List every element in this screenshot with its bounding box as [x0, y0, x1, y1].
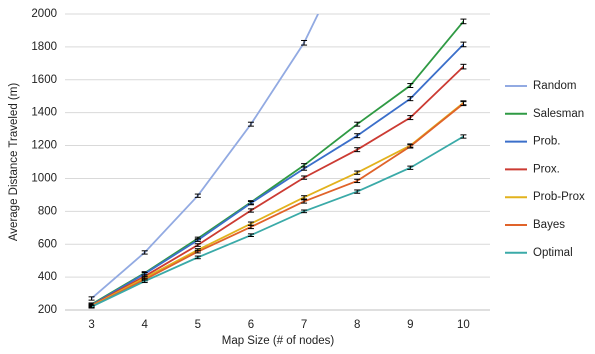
error-bar [354, 133, 361, 139]
error-bar [247, 200, 254, 206]
error-bar [460, 134, 467, 139]
error-bar [407, 115, 414, 121]
error-bar [141, 250, 148, 255]
y-axis-label: Average Distance Traveled (m) [8, 83, 20, 241]
line [91, 135, 464, 308]
error-bar [194, 238, 201, 242]
error-bar [460, 41, 467, 48]
x-tick-label: 3 [88, 319, 94, 331]
legend-label: Optimal [533, 247, 573, 259]
x-tick-label: 4 [141, 319, 148, 331]
error-bar [301, 175, 308, 180]
error-bar [407, 165, 414, 170]
x-tick-label: 6 [248, 319, 254, 331]
error-bar [354, 178, 361, 184]
error-bar [301, 39, 308, 46]
error-bar [301, 209, 308, 214]
line [91, 65, 465, 307]
legend-label: Prob. [533, 136, 561, 148]
x-tick-label: 7 [301, 319, 307, 331]
legend-label: Random [533, 80, 576, 92]
error-bar [407, 96, 414, 102]
error-bar [354, 189, 361, 194]
x-tick-label: 10 [457, 319, 470, 331]
error-bar [247, 208, 254, 213]
y-tick-label: 200 [38, 304, 57, 316]
legend-label: Salesman [533, 108, 584, 120]
error-bar [460, 63, 467, 70]
legend-label: Prob-Prox [533, 191, 585, 203]
error-bar [194, 255, 201, 260]
error-bar [460, 101, 467, 107]
error-bar [354, 170, 361, 175]
y-tick-label: 1600 [31, 74, 57, 86]
error-bar [194, 249, 201, 254]
line [91, 102, 465, 307]
line [91, 102, 465, 308]
x-tick-label: 8 [354, 319, 360, 331]
error-bar [354, 121, 361, 127]
y-tick-label: 400 [38, 271, 57, 283]
error-bar [354, 147, 361, 153]
error-bar [194, 193, 201, 198]
error-bar [460, 18, 467, 25]
error-bar [407, 83, 414, 89]
error-bar [247, 224, 254, 230]
y-tick-label: 600 [38, 238, 57, 250]
legend-label: Prox. [533, 163, 560, 175]
x-tick-label: 5 [195, 319, 201, 331]
error-bar [88, 296, 95, 301]
line [91, 20, 465, 306]
y-tick-label: 1400 [31, 107, 57, 119]
line [91, 43, 465, 306]
error-bar [247, 121, 254, 127]
error-bar [247, 233, 254, 237]
error-bar [301, 195, 308, 200]
error-bar [141, 279, 148, 284]
y-tick-label: 800 [38, 205, 57, 217]
error-bar [194, 243, 201, 247]
error-bar [301, 199, 308, 204]
y-tick-label: 1000 [31, 172, 57, 184]
error-bar [88, 304, 95, 309]
x-tick-label: 9 [407, 319, 413, 331]
y-tick-label: 2000 [31, 8, 57, 20]
error-bar [407, 144, 414, 149]
x-axis-label: Map Size (# of nodes) [222, 335, 335, 347]
line [90, 14, 320, 300]
error-bar [301, 166, 308, 171]
y-tick-label: 1200 [31, 140, 57, 152]
legend-label: Bayes [533, 219, 565, 231]
plot-area [88, 14, 467, 309]
y-tick-label: 1800 [31, 41, 57, 53]
